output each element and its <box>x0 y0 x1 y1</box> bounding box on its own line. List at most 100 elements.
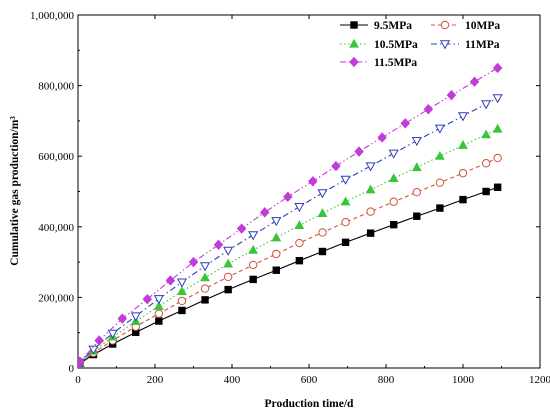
data-point <box>492 123 503 133</box>
data-point <box>413 212 421 220</box>
x-tick-label: 200 <box>147 374 164 386</box>
data-point <box>223 272 233 282</box>
data-point <box>411 162 422 172</box>
data-point <box>200 272 210 282</box>
x-tick-label: 600 <box>301 374 318 386</box>
data-point <box>178 306 186 315</box>
y-tick-label: 400,000 <box>38 222 74 234</box>
legend-item: 11MPa <box>431 39 500 51</box>
data-point <box>271 232 282 242</box>
data-point <box>272 266 280 274</box>
data-point <box>155 317 163 325</box>
y-tick-label: 0 <box>69 363 75 375</box>
data-point <box>94 335 104 346</box>
data-point <box>318 228 327 237</box>
data-point <box>435 178 445 187</box>
data-point <box>341 218 350 227</box>
data-point <box>388 173 399 183</box>
series-10.5MPa <box>78 123 503 368</box>
axes: 0 200 400 600 800 1000 1200 0 200,000 400,000 600,… <box>30 10 550 386</box>
data-point <box>481 159 491 168</box>
data-point <box>213 239 224 250</box>
data-point <box>154 309 164 318</box>
data-point <box>188 256 199 268</box>
data-point <box>481 129 491 139</box>
data-point <box>317 208 328 217</box>
y-tick-label: 200,000 <box>38 292 74 304</box>
data-point <box>142 293 153 305</box>
legend-label: 10.5MPa <box>374 39 418 51</box>
data-point <box>224 285 232 294</box>
legend-item: 11.5MPa <box>340 56 417 69</box>
data-point <box>272 249 281 259</box>
data-point <box>295 256 304 265</box>
data-point <box>366 229 375 237</box>
data-point <box>341 238 350 247</box>
series-10MPa <box>78 153 502 368</box>
x-tick-label: 0 <box>75 374 81 386</box>
data-point <box>365 184 376 194</box>
series-line <box>78 157 498 368</box>
data-point <box>458 168 468 178</box>
data-point <box>177 296 187 306</box>
data-point <box>436 204 444 212</box>
data-point <box>482 187 490 196</box>
legend-label: 11.5MPa <box>374 57 417 69</box>
data-point <box>165 275 176 286</box>
data-point <box>236 223 247 234</box>
data-point <box>201 296 209 304</box>
legend-item: 9.5MPa <box>340 20 412 32</box>
data-point <box>423 104 434 115</box>
data-point <box>340 175 351 185</box>
data-point <box>331 160 341 172</box>
data-point <box>412 188 421 197</box>
data-point <box>200 262 211 272</box>
data-point <box>492 62 503 74</box>
y-tick-label: 1,000,000 <box>30 10 75 22</box>
data-point <box>249 275 257 284</box>
data-point <box>459 195 467 204</box>
legend-label: 11MPa <box>465 39 500 51</box>
series-line <box>78 67 498 368</box>
data-point <box>308 176 318 187</box>
legend-item: 10.5MPa <box>340 38 418 51</box>
x-tick-label: 1000 <box>452 374 475 386</box>
data-point <box>248 244 259 254</box>
series-11.5MPa <box>78 62 503 368</box>
data-point <box>223 258 234 268</box>
data-point <box>377 132 387 143</box>
data-point <box>294 220 305 229</box>
legend: 9.5MPa 10MPa 10.5MPa 11MPa 11.5MPa <box>340 20 500 69</box>
legend-marker <box>440 20 450 30</box>
x-tick-label: 400 <box>224 374 241 386</box>
series-line <box>78 128 498 368</box>
data-point <box>388 149 399 159</box>
series-9.5MPa <box>78 183 502 368</box>
data-point <box>446 89 457 101</box>
x-axis-title: Production time/d <box>265 398 355 410</box>
data-point <box>153 295 164 305</box>
y-tick-label: 600,000 <box>38 151 74 163</box>
data-point <box>200 284 210 293</box>
legend-marker <box>439 40 451 50</box>
data-point <box>481 100 492 110</box>
data-point <box>177 286 187 295</box>
data-point <box>176 278 187 288</box>
data-point <box>283 191 293 202</box>
data-point <box>354 146 364 157</box>
y-axis-title: Cumulative gas production/m³ <box>9 116 21 266</box>
data-point <box>366 207 375 216</box>
y-tick-label: 800,000 <box>38 81 74 93</box>
data-point <box>365 162 376 172</box>
data-point <box>493 183 502 191</box>
data-point <box>78 356 85 367</box>
data-point <box>435 150 445 160</box>
data-point <box>294 202 305 213</box>
legend-marker <box>349 38 359 48</box>
series-line <box>78 97 498 368</box>
data-point <box>88 345 99 355</box>
data-point <box>493 153 502 163</box>
data-point <box>271 217 282 227</box>
data-point <box>492 94 503 104</box>
